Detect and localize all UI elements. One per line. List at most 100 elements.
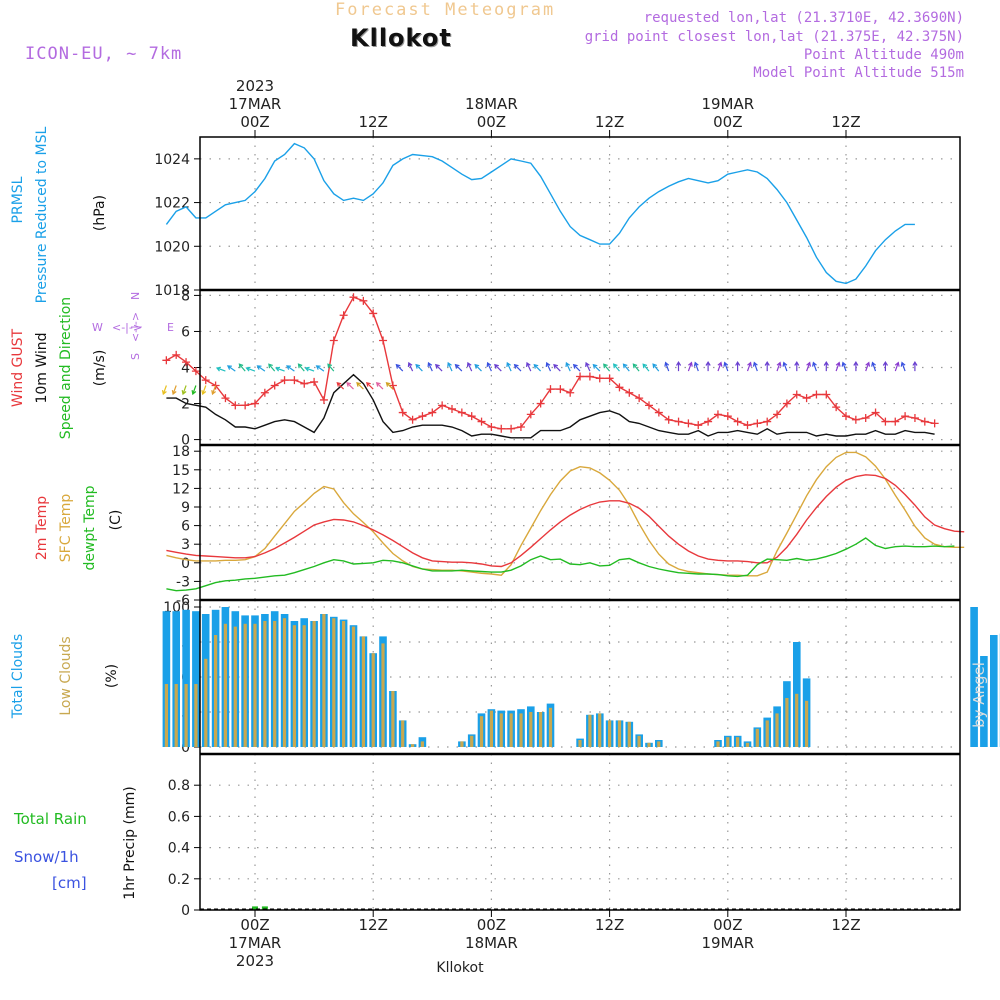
gust-marker bbox=[516, 422, 525, 431]
low-cloud-bar bbox=[194, 684, 198, 747]
wind-direction-arrow bbox=[506, 361, 512, 372]
gust-marker bbox=[891, 417, 900, 426]
temp-sfc-label: SFC Temp bbox=[58, 494, 74, 563]
gust-marker bbox=[241, 401, 250, 410]
gust-marker bbox=[172, 350, 181, 359]
wind-direction-arrow bbox=[622, 363, 630, 372]
wind-direction-arrow bbox=[526, 361, 532, 372]
gust-marker bbox=[930, 419, 939, 428]
y-tick-label: 18 bbox=[172, 444, 190, 460]
low-cloud-bar bbox=[263, 621, 267, 747]
low-cloud-bar bbox=[371, 653, 375, 747]
gust-marker bbox=[792, 390, 801, 399]
wind-direction-arrow bbox=[545, 361, 552, 372]
gust-marker bbox=[339, 311, 348, 320]
gust-marker bbox=[290, 376, 299, 385]
gust-marker bbox=[280, 376, 289, 385]
y-tick-label: 0 bbox=[181, 903, 190, 919]
y-tick-label: 0 bbox=[181, 740, 190, 756]
wind-direction-arrow bbox=[592, 363, 601, 372]
gust-marker bbox=[615, 383, 624, 392]
low-cloud-bar bbox=[489, 710, 493, 747]
x-label-top: 12Z bbox=[359, 113, 388, 131]
gust-marker bbox=[497, 424, 506, 433]
gust-marker bbox=[487, 422, 496, 431]
gust-marker bbox=[231, 401, 240, 410]
footer-location: Kllokot bbox=[436, 960, 484, 976]
clouds-unit: (%) bbox=[104, 664, 120, 688]
low-cloud-bar bbox=[765, 720, 769, 747]
gust-marker bbox=[881, 417, 890, 426]
low-cloud-bar bbox=[174, 684, 178, 747]
gust-marker bbox=[832, 403, 841, 412]
wind-direction-arrow bbox=[572, 363, 581, 372]
low-cloud-bar bbox=[292, 625, 296, 747]
total-cloud-bar bbox=[162, 611, 171, 747]
temp-2m-label: 2m Temp bbox=[34, 496, 50, 560]
forecast-meteogram-title: Forecast Meteogram bbox=[335, 0, 556, 20]
wind-direction-arrow bbox=[705, 360, 711, 372]
gust-marker bbox=[369, 309, 378, 318]
gust-marker bbox=[861, 413, 870, 422]
wind-direction-arrow bbox=[865, 361, 871, 372]
pressure-label-prmsl: PRMSL bbox=[10, 176, 26, 223]
rain-bar bbox=[252, 906, 258, 910]
wind-direction-arrow bbox=[286, 365, 295, 372]
wind-unit: (m/s) bbox=[92, 350, 108, 387]
gust-marker bbox=[566, 388, 575, 397]
low-cloud-bar bbox=[657, 741, 661, 747]
gust-marker bbox=[664, 415, 673, 424]
x-label-top: 00Z bbox=[240, 113, 269, 131]
x-label-top: 00Z bbox=[713, 113, 742, 131]
low-cloud-bar bbox=[509, 713, 513, 747]
low-cloud-bar bbox=[470, 735, 474, 747]
precip-unit: 1hr Precip (mm) bbox=[122, 786, 138, 899]
low-cloud-bar bbox=[204, 658, 208, 747]
low-cloud-bar bbox=[273, 621, 277, 747]
wind-direction-arrow bbox=[365, 381, 374, 390]
x-label-top: 00Z bbox=[477, 113, 506, 131]
y-tick-label: 1024 bbox=[154, 152, 190, 168]
low-cloud-bar bbox=[420, 741, 424, 747]
gust-marker bbox=[162, 356, 171, 365]
pressure-unit: (hPa) bbox=[92, 195, 108, 231]
compass-north: N bbox=[129, 292, 142, 300]
low-cloud-bar bbox=[736, 737, 740, 747]
wind-direction-arrow bbox=[723, 361, 729, 372]
gust-marker bbox=[910, 413, 919, 422]
low-cloud-bar bbox=[223, 623, 227, 747]
gust-marker bbox=[625, 388, 634, 397]
low-cloud-bar bbox=[598, 713, 602, 747]
low-cloud-bar bbox=[381, 643, 385, 747]
y-tick-label: 6 bbox=[181, 519, 190, 535]
low-cloud-bar bbox=[588, 714, 592, 747]
wind-direction-arrow bbox=[603, 363, 611, 372]
gust-marker bbox=[871, 408, 880, 417]
model-label: ICON-EU, ~ 7km bbox=[25, 44, 183, 64]
wind-direction-arrow bbox=[812, 361, 817, 372]
wind-10m-label: 10m Wind bbox=[34, 332, 50, 403]
gust-marker bbox=[319, 395, 328, 404]
low-cloud-bar bbox=[499, 713, 503, 747]
gust-marker bbox=[782, 399, 791, 408]
wind-direction-arrow bbox=[565, 361, 571, 372]
total-clouds-label: Total Clouds bbox=[10, 634, 26, 719]
wind-direction-arrow bbox=[806, 361, 811, 372]
x-label-bottom: 00Z bbox=[477, 916, 506, 934]
wind-direction-arrow bbox=[717, 361, 723, 372]
gust-marker bbox=[507, 424, 516, 433]
y-tick-label: 0.2 bbox=[168, 872, 190, 888]
point-altitude: Point Altitude 490m bbox=[803, 47, 964, 63]
wind-direction-arrow bbox=[853, 360, 859, 372]
gust-marker bbox=[182, 358, 191, 367]
y-tick-label: 12 bbox=[172, 481, 190, 497]
wind-direction-arrow bbox=[632, 363, 640, 372]
series-line-10m-wind bbox=[166, 373, 935, 439]
y-tick-label: 4 bbox=[181, 361, 190, 377]
low-cloud-bar bbox=[361, 636, 365, 747]
y-tick-label: 0.8 bbox=[168, 778, 190, 794]
gust-marker bbox=[851, 415, 860, 424]
x-label-top: 19MAR bbox=[701, 95, 754, 113]
gust-marker bbox=[359, 296, 368, 305]
wind-direction-arrow bbox=[226, 365, 236, 372]
